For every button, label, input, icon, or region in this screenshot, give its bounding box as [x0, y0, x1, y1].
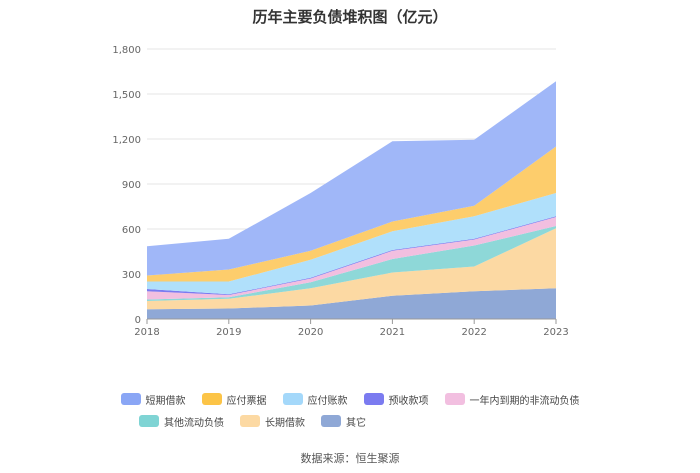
y-tick-label: 900	[122, 180, 141, 191]
legend-swatch	[363, 393, 384, 405]
legend-label: 应付账款	[307, 395, 348, 407]
legend-label: 其它	[346, 417, 366, 429]
legend-label: 长期借款	[265, 417, 305, 429]
x-tick-label: 2022	[461, 327, 486, 338]
legend-label: 预收款项	[388, 395, 429, 407]
legend-item[interactable]: 应付账款	[282, 392, 348, 407]
legend: 短期借款 应付票据 应付账款 预收款项 一年内到期的非流动负债 其他流动负债 长期借款 其它	[0, 388, 700, 432]
area-应付账款	[147, 193, 556, 295]
legend-row: 短期借款 应付票据 应付账款 预收款项 一年内到期的非流动负债	[0, 388, 700, 410]
legend-swatch	[201, 393, 222, 405]
y-tick-label: 1,500	[112, 90, 141, 101]
area-series	[147, 81, 556, 319]
legend-swatch	[139, 415, 159, 427]
legend-item[interactable]: 一年内到期的非流动负债	[444, 392, 580, 407]
x-tick-label: 2020	[298, 327, 323, 338]
x-tick-label: 2021	[380, 327, 405, 338]
legend-label: 一年内到期的非流动负债	[469, 395, 580, 407]
x-tick-label: 2019	[216, 327, 241, 338]
legend-swatch	[444, 393, 465, 405]
data-source: 数据来源：恒生聚源	[300, 452, 400, 465]
area-应付票据	[147, 146, 556, 282]
x-tick-label: 2018	[134, 327, 159, 338]
x-tick-label: 2023	[543, 327, 568, 338]
chart-title: 历年主要负债堆积图（亿元）	[252, 8, 448, 26]
legend-swatch	[321, 415, 341, 427]
stacked-area-chart: 0 300 600 900 1,200 1,500 1,800 2018 2019 2020 202…	[112, 45, 568, 338]
legend-swatch	[240, 415, 260, 427]
area-其他流动负债	[147, 226, 556, 301]
legend-label: 应付票据	[226, 395, 267, 407]
axes: 0 300 600 900 1,200 1,500 1,800 2018 2019 2020 202…	[112, 45, 568, 338]
legend-item[interactable]: 预收款项	[363, 392, 429, 407]
y-tick-label: 1,800	[112, 45, 141, 56]
legend-row: 其他流动负债 长期借款 其它	[0, 410, 700, 432]
legend-swatch	[282, 393, 303, 405]
area-其它	[147, 288, 556, 319]
y-tick-label: 600	[122, 225, 141, 236]
y-tick-label: 1,200	[112, 135, 141, 146]
legend-item[interactable]: 其它	[321, 414, 366, 429]
legend-label: 其他流动负债	[164, 417, 224, 429]
legend-item[interactable]: 其他流动负债	[139, 414, 224, 429]
legend-item[interactable]: 长期借款	[240, 414, 305, 429]
y-tick-label: 0	[135, 315, 141, 326]
legend-item[interactable]: 短期借款	[120, 392, 186, 407]
legend-item[interactable]: 应付票据	[201, 392, 267, 407]
legend-swatch	[120, 393, 141, 405]
area-长期借款	[147, 228, 556, 310]
legend-label: 短期借款	[145, 395, 186, 407]
area-短期借款	[147, 81, 556, 276]
y-tick-label: 300	[122, 270, 141, 281]
